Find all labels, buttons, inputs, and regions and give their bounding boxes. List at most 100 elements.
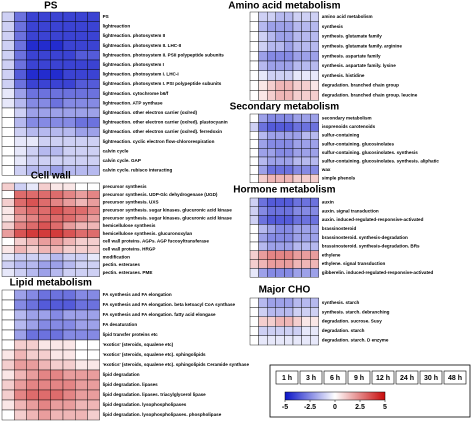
heat-cell xyxy=(74,190,88,199)
heat-cell xyxy=(292,224,302,234)
heat-cell xyxy=(284,165,294,175)
heat-cell xyxy=(87,329,100,341)
heat-cell xyxy=(249,215,259,225)
column-box xyxy=(395,370,419,385)
heat-cell xyxy=(1,69,15,80)
heat-cell xyxy=(50,40,64,51)
heat-cell xyxy=(258,11,268,23)
heat-cell xyxy=(26,126,39,137)
heat-cell xyxy=(1,260,15,270)
panel-title: Amino acid metabolism xyxy=(228,1,340,12)
heat-cell xyxy=(87,11,100,22)
heat-cell xyxy=(38,136,51,147)
heat-cell xyxy=(292,335,302,346)
heat-cell xyxy=(38,117,51,128)
heat-cell xyxy=(87,369,100,381)
heat-cell xyxy=(267,297,277,308)
heat-cell xyxy=(50,369,64,381)
heat-cell xyxy=(1,245,15,254)
heat-cell xyxy=(87,299,100,311)
heat-cell xyxy=(26,299,39,311)
heat-cell xyxy=(1,389,15,401)
row-label: ethylene xyxy=(322,252,341,257)
column-box xyxy=(275,370,299,385)
heat-cell xyxy=(87,252,100,262)
heat-cell xyxy=(310,90,320,101)
heat-cell xyxy=(13,349,27,361)
heat-cell xyxy=(1,319,15,331)
heat-cell xyxy=(26,229,39,238)
heat-cell xyxy=(74,40,88,51)
heat-cell xyxy=(38,369,51,381)
row-label: degradation. sucrose. Susy xyxy=(322,319,382,324)
heat-cell xyxy=(26,50,39,61)
heat-cell xyxy=(292,232,302,243)
column-label: 3 h xyxy=(306,375,316,382)
heat-cell xyxy=(267,139,277,149)
heat-cell xyxy=(50,190,64,199)
heat-cell xyxy=(13,339,27,351)
heat-cell xyxy=(292,60,302,72)
heat-cell xyxy=(258,241,268,252)
heat-cell xyxy=(74,359,88,371)
heat-cell xyxy=(267,232,277,243)
heat-cell xyxy=(310,268,320,278)
heat-cell xyxy=(258,130,268,140)
heat-cell xyxy=(249,90,259,101)
heat-cell xyxy=(74,369,88,381)
heat-cell xyxy=(275,31,285,42)
heat-cell xyxy=(301,268,311,278)
heat-cell xyxy=(62,289,76,301)
heat-cell xyxy=(1,339,15,351)
heat-cell xyxy=(1,136,15,147)
row-label: lipid degradation. lysophospholipases xyxy=(103,402,187,407)
heat-cell xyxy=(258,316,268,327)
heat-cell xyxy=(50,221,64,231)
row-label: lightreaction. photosystem II. LHC-II xyxy=(103,43,182,48)
heat-cell xyxy=(292,297,302,308)
heat-cell xyxy=(1,165,15,176)
heat-cell xyxy=(50,31,64,42)
heat-cell xyxy=(284,268,294,278)
heat-cell xyxy=(38,88,51,99)
row-label: FA synthesis and FA elongation. beta ket… xyxy=(103,302,236,307)
heat-cell xyxy=(38,21,51,32)
heat-cell xyxy=(1,21,15,32)
row-label: lightreaction. photosystem II xyxy=(103,33,166,38)
heat-cell xyxy=(13,309,27,321)
heat-cell xyxy=(13,165,27,176)
heat-cell xyxy=(87,389,100,401)
heat-cell xyxy=(310,250,320,260)
heat-cell xyxy=(249,148,259,158)
heat-cell xyxy=(26,245,39,254)
heat-cell xyxy=(13,59,27,70)
heat-cell xyxy=(249,224,259,234)
heat-cell xyxy=(38,198,51,207)
heat-cell xyxy=(87,289,100,301)
heat-cell xyxy=(74,165,88,176)
heat-cell xyxy=(1,237,15,246)
heat-cell xyxy=(292,206,302,216)
heat-cell xyxy=(38,409,51,421)
row-label: hemicellulose synthesis. glucuronoxylan xyxy=(103,231,193,236)
heat-cell xyxy=(26,237,39,246)
heat-cell xyxy=(292,148,302,158)
heat-cell xyxy=(275,51,285,62)
heat-cell xyxy=(38,319,51,331)
heat-cell xyxy=(74,349,88,361)
heat-cell xyxy=(74,329,88,341)
row-label: wax xyxy=(321,167,331,172)
heat-cell xyxy=(258,297,268,308)
heat-cell xyxy=(275,215,285,225)
heat-cell xyxy=(249,232,259,243)
heat-cell xyxy=(38,399,51,411)
heat-cell xyxy=(292,326,302,336)
heat-cell xyxy=(301,316,311,327)
heat-cell xyxy=(50,155,64,166)
row-label: cell wall proteins. HRGP xyxy=(103,247,156,252)
heat-cell xyxy=(1,221,15,231)
row-label: cell wall proteins. AGPs. AGP fucosyltra… xyxy=(103,239,210,244)
heat-cell xyxy=(62,399,76,411)
heat-cell xyxy=(26,309,39,321)
